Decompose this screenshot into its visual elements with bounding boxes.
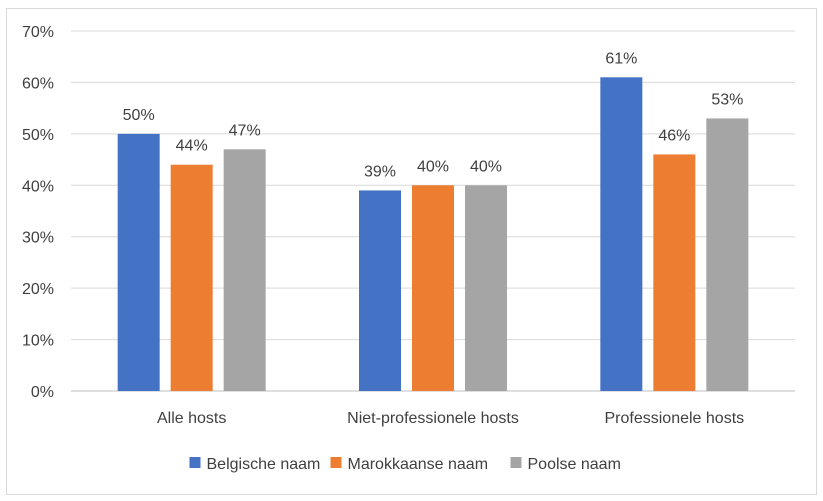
y-tick-label: 20% (22, 281, 54, 298)
x-tick-label: Professionele hosts (605, 410, 745, 427)
bar-marokkaanse-naam (653, 154, 696, 391)
legend-label: Marokkaanse naam (348, 456, 489, 473)
data-label: 53% (711, 91, 743, 108)
data-label: 44% (176, 138, 208, 155)
y-tick-label: 10% (22, 333, 54, 350)
x-tick-label: Niet-professionele hosts (347, 410, 519, 427)
data-label: 39% (364, 163, 396, 180)
bar-belgische-naam (600, 77, 643, 392)
y-tick-label: 60% (22, 75, 54, 92)
y-tick-label: 40% (22, 178, 54, 195)
legend-swatch (189, 457, 201, 468)
bar-poolse-naam (465, 185, 507, 391)
bar-poolse-naam (706, 118, 749, 391)
bar-marokkaanse-naam (170, 164, 213, 391)
bar-belgische-naam (117, 133, 160, 391)
data-label: 47% (229, 122, 261, 139)
y-tick-label: 0% (31, 384, 54, 401)
bar-belgische-naam (359, 190, 401, 391)
x-tick-label: Alle hosts (157, 410, 226, 427)
legend-label: Belgische naam (207, 456, 321, 473)
legend-label: Poolse naam (528, 456, 621, 473)
data-label: 46% (658, 127, 690, 144)
y-tick-label: 50% (22, 127, 54, 144)
y-tick-label: 30% (22, 230, 54, 247)
y-tick-label: 70% (22, 24, 54, 41)
bar-marokkaanse-naam (412, 185, 454, 391)
data-label: 50% (123, 107, 155, 124)
bar-poolse-naam (223, 149, 266, 391)
data-label: 61% (605, 50, 637, 67)
legend-swatch (330, 457, 342, 468)
legend-swatch (510, 457, 522, 468)
data-label: 40% (470, 158, 502, 175)
data-label: 40% (417, 158, 449, 175)
